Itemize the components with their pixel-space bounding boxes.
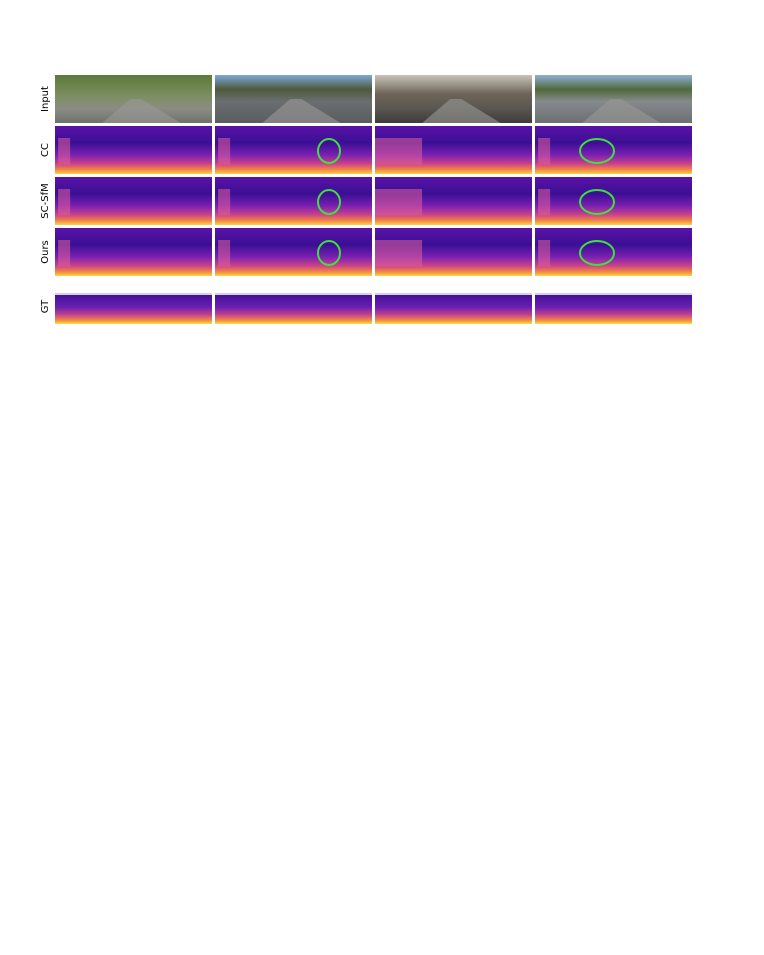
gt-sky <box>55 289 212 295</box>
row-label: Ours <box>40 240 51 264</box>
gt-map <box>55 293 212 324</box>
depth-map <box>55 228 212 276</box>
road <box>102 99 181 123</box>
near-object <box>218 189 231 216</box>
highlight-ellipse <box>317 138 341 164</box>
depth-map <box>55 177 212 225</box>
road <box>262 99 341 123</box>
near-object <box>538 189 551 216</box>
row-label: CC <box>40 143 51 157</box>
near-object <box>538 138 551 165</box>
gt-map <box>535 293 692 324</box>
highlight-ellipse <box>317 189 341 215</box>
near-object <box>218 138 231 165</box>
near-object <box>58 240 71 267</box>
depth-map <box>215 177 372 225</box>
gt-sky <box>535 289 692 295</box>
depth-map <box>55 126 212 174</box>
gt-map <box>215 293 372 324</box>
road <box>422 99 501 123</box>
gt-sky <box>215 289 372 295</box>
depth-map <box>215 126 372 174</box>
highlight-ellipse <box>579 138 615 164</box>
gt-map <box>375 293 532 324</box>
near-object <box>375 138 423 165</box>
depth-map <box>215 228 372 276</box>
near-object <box>375 189 423 216</box>
near-object <box>375 240 423 267</box>
highlight-ellipse <box>579 189 615 215</box>
row-label: Input <box>40 86 51 112</box>
highlight-ellipse <box>579 240 615 266</box>
row-label: SC-SfM <box>40 183 51 218</box>
row-label: GT <box>40 299 51 313</box>
gt-sky <box>375 289 532 295</box>
near-object <box>218 240 231 267</box>
near-object <box>538 240 551 267</box>
road <box>582 99 661 123</box>
highlight-ellipse <box>317 240 341 266</box>
near-object <box>58 189 71 216</box>
near-object <box>58 138 71 165</box>
